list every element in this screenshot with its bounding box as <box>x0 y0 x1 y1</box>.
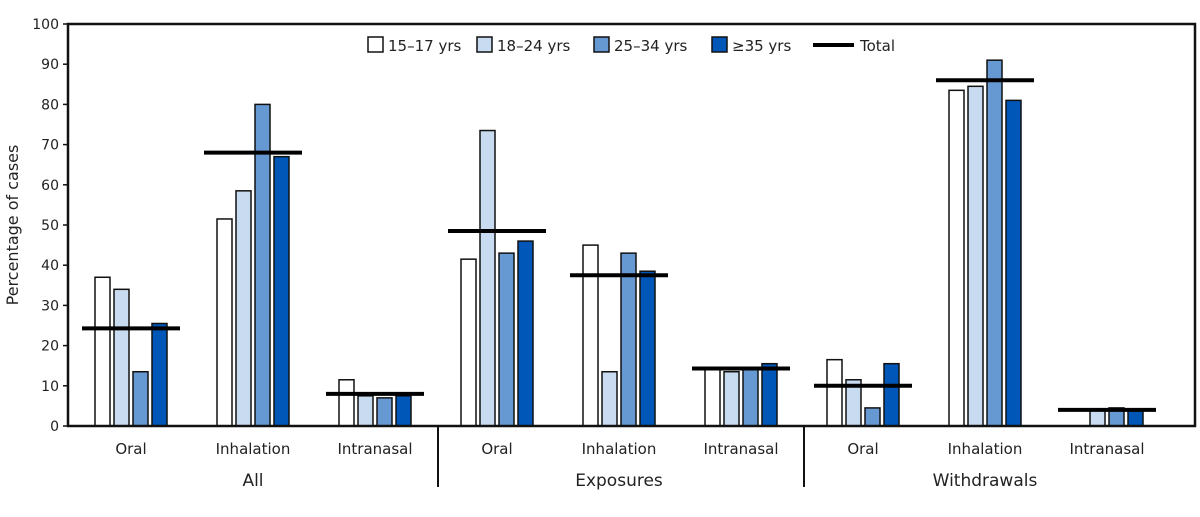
y-axis: 0 10 20 30 40 50 60 70 80 90 100 <box>32 17 68 435</box>
bar-withdrawals-inhalation-s2 <box>986 59 1003 427</box>
bar-exposures-intranasal-s1 <box>723 370 740 427</box>
bar-withdrawals-oral-s2 <box>864 407 881 427</box>
bar-all-inhalation-s1 <box>235 190 252 427</box>
x-category-label: Oral <box>481 440 512 458</box>
legend-swatch <box>711 36 728 53</box>
y-tick-label: 100 <box>32 17 59 33</box>
x-group-label: All <box>242 471 263 491</box>
legend: 15–17 yrs 18–24 yrs 25–34 yrs ≥35 yrs Total <box>367 36 895 55</box>
bar-all-oral-s0 <box>94 276 111 427</box>
legend-label: 18–24 yrs <box>497 37 570 55</box>
total-lines <box>82 78 1156 412</box>
bar-all-oral-s1 <box>113 288 130 427</box>
bar-withdrawals-intranasal-s3 <box>1127 409 1144 427</box>
bar-all-oral-s3 <box>151 322 168 427</box>
y-tick-label: 30 <box>41 298 59 314</box>
bars <box>94 59 1144 427</box>
legend-swatch <box>367 36 384 53</box>
bar-withdrawals-oral-s3 <box>883 362 900 427</box>
x-category-label: Inhalation <box>948 440 1023 458</box>
x-group-label: Exposures <box>575 471 663 491</box>
bar-all-inhalation-s0 <box>216 218 233 427</box>
y-tick-label: 0 <box>50 419 59 435</box>
legend-label: 25–34 yrs <box>614 37 687 55</box>
x-category-label: Intranasal <box>1069 440 1144 458</box>
y-tick-label: 60 <box>41 178 59 194</box>
x-category-label: Oral <box>847 440 878 458</box>
bar-all-intranasal-s3 <box>395 395 412 427</box>
y-tick-label: 80 <box>41 97 59 113</box>
legend-label: 15–17 yrs <box>388 37 461 55</box>
bar-exposures-inhalation-s1 <box>601 370 618 427</box>
legend-swatch <box>593 36 610 53</box>
bar-exposures-oral-s1 <box>479 129 496 427</box>
bar-all-intranasal-s1 <box>357 395 374 427</box>
bar-all-inhalation-s3 <box>273 155 290 427</box>
bar-exposures-oral-s2 <box>498 252 515 427</box>
x-category-label: Oral <box>115 440 146 458</box>
y-tick-label: 10 <box>41 379 59 395</box>
x-category-label: Intranasal <box>703 440 778 458</box>
y-tick-label: 20 <box>41 339 59 355</box>
bar-exposures-inhalation-s2 <box>620 252 637 427</box>
bar-exposures-oral-s3 <box>517 240 534 427</box>
bar-withdrawals-inhalation-s1 <box>967 85 984 427</box>
bar-exposures-inhalation-s3 <box>639 270 656 427</box>
legend-label: Total <box>859 37 895 55</box>
bar-withdrawals-inhalation-s3 <box>1005 99 1022 427</box>
bar-all-oral-s2 <box>132 370 149 427</box>
bar-exposures-inhalation-s0 <box>582 244 599 427</box>
y-tick-label: 90 <box>41 57 59 73</box>
legend-label: ≥35 yrs <box>732 37 791 55</box>
bar-exposures-oral-s0 <box>460 258 477 427</box>
plot-frame <box>66 22 1197 428</box>
y-axis-label: Percentage of cases <box>3 145 22 306</box>
x-axis: Oral Inhalation Intranasal All Oral Inhalatio… <box>115 426 1145 491</box>
bar-all-intranasal-s2 <box>376 397 393 427</box>
bar-withdrawals-intranasal-s1 <box>1089 409 1106 427</box>
y-tick-label: 50 <box>41 218 59 234</box>
x-group-label: Withdrawals <box>933 471 1038 491</box>
bar-withdrawals-inhalation-s0 <box>948 89 965 427</box>
x-category-label: Inhalation <box>216 440 291 458</box>
legend-swatch <box>476 36 493 53</box>
bar-all-intranasal-s0 <box>338 379 355 427</box>
x-category-label: Inhalation <box>582 440 657 458</box>
y-tick-label: 40 <box>41 258 59 274</box>
x-category-label: Intranasal <box>337 440 412 458</box>
y-tick-label: 70 <box>41 138 59 154</box>
bar-withdrawals-oral-s0 <box>826 358 843 427</box>
bar-exposures-intranasal-s2 <box>742 368 759 427</box>
bar-exposures-intranasal-s0 <box>704 368 721 427</box>
bar-exposures-intranasal-s3 <box>761 362 778 427</box>
